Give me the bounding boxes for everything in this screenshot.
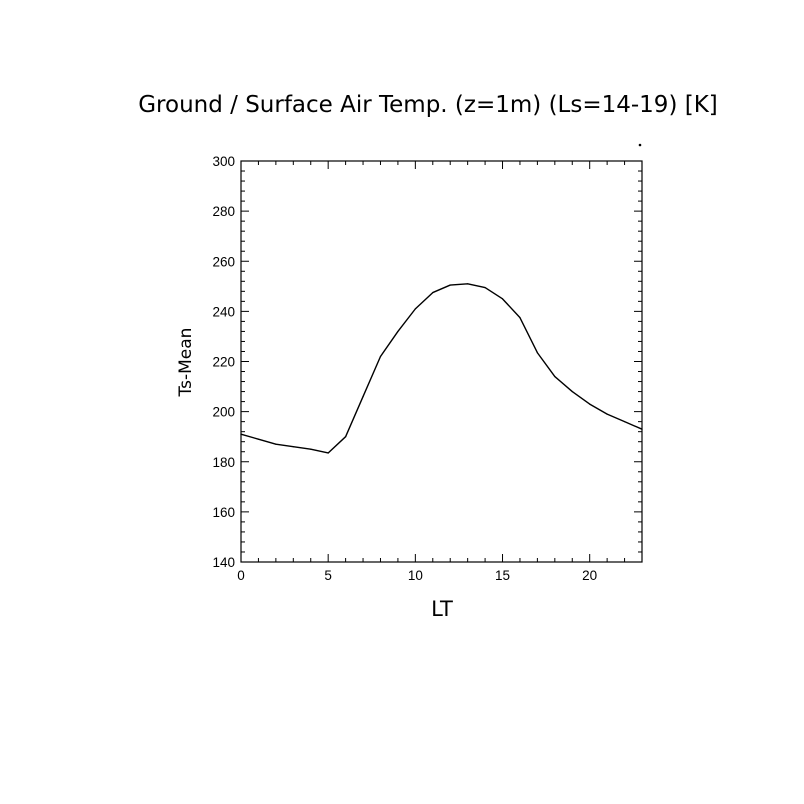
y-tick-label: 160	[212, 505, 235, 520]
y-tick-label: 300	[212, 154, 235, 169]
plot-border	[240, 160, 643, 563]
data-point	[310, 448, 312, 450]
x-tick-label: 15	[495, 568, 510, 583]
data-point	[641, 428, 643, 430]
data-point	[589, 403, 591, 405]
data-point	[571, 390, 573, 393]
x-tick-label: 20	[582, 568, 597, 583]
data-point	[449, 284, 451, 286]
data-point	[379, 355, 382, 358]
series-layer	[240, 283, 643, 454]
y-tick-label: 220	[212, 355, 235, 370]
corner-dot	[638, 143, 642, 147]
data-point	[414, 308, 416, 310]
y-axis-label: Ts-Mean	[176, 328, 196, 398]
x-axis-label: LT	[431, 597, 453, 621]
data-point	[345, 436, 347, 438]
y-tick-label: 260	[212, 254, 235, 269]
data-point	[432, 291, 434, 294]
data-point	[501, 298, 504, 300]
y-tick-label: 240	[212, 304, 235, 319]
data-point	[292, 446, 294, 448]
x-tick-label: 0	[237, 568, 245, 583]
y-axis-ticks: 140 160 180 200 220 240 260 280 300	[212, 154, 642, 570]
data-point	[606, 413, 608, 415]
data-point	[467, 283, 469, 285]
data-point	[623, 421, 626, 423]
data-point	[362, 395, 364, 398]
x-tick-label: 10	[408, 568, 423, 583]
data-point	[240, 433, 242, 435]
data-point	[257, 438, 260, 440]
data-point	[275, 443, 277, 445]
series-line	[240, 283, 643, 454]
data-point	[327, 452, 329, 454]
data-point	[397, 330, 399, 333]
data-point	[519, 317, 521, 319]
x-tick-label: 5	[324, 568, 332, 583]
data-point	[536, 352, 538, 354]
y-tick-label: 280	[212, 204, 235, 219]
x-axis-ticks: 0 5 10 15 20	[237, 161, 643, 583]
y-tick-label: 200	[212, 405, 235, 420]
plot-frame	[240, 160, 643, 563]
y-tick-label: 140	[212, 555, 235, 570]
chart-title: Ground / Surface Air Temp. (z=1m) (Ls=14…	[138, 92, 718, 118]
y-tick-label: 180	[212, 455, 235, 470]
data-point	[484, 286, 486, 289]
data-point	[554, 375, 556, 378]
